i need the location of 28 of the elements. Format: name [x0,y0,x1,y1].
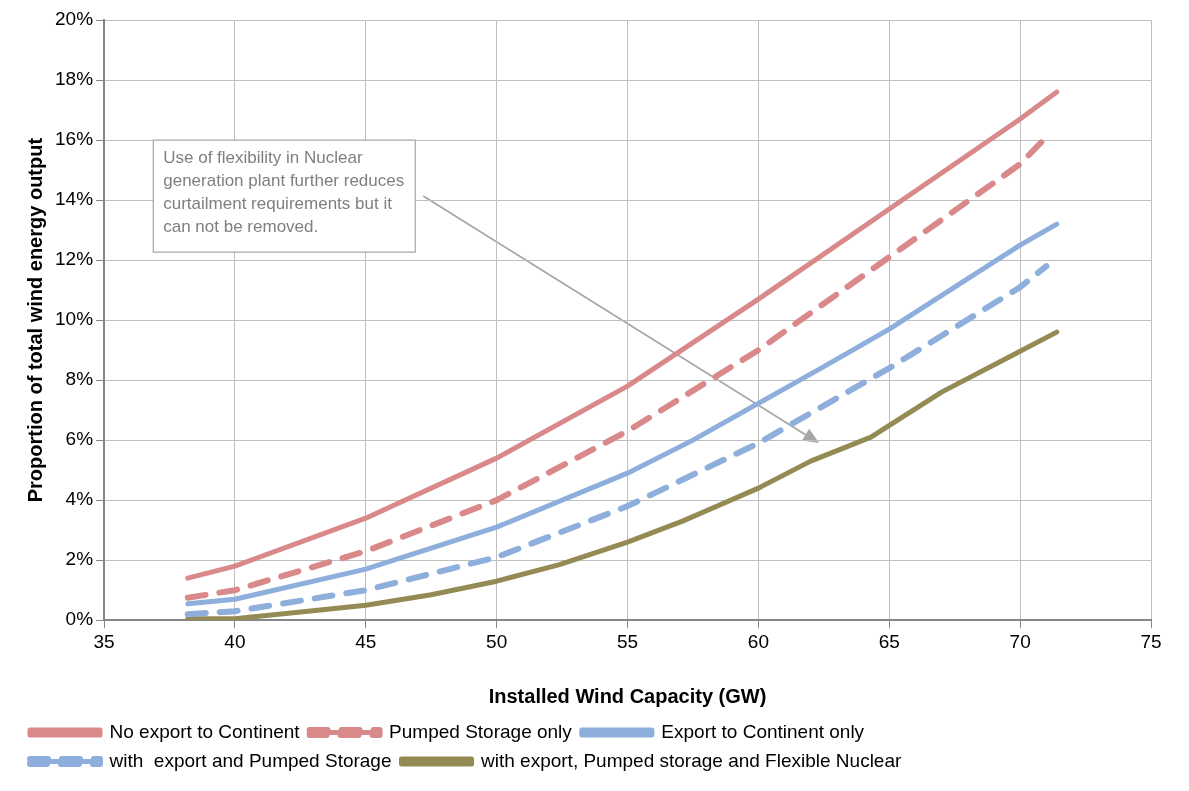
legend-label: with export and Pumped Storage [108,749,392,771]
y-tick-label: 16% [55,128,94,150]
x-tick-label: 70 [1009,630,1031,652]
legend-label: No export to Continent [109,720,301,742]
y-tick-label: 0% [65,608,94,630]
x-axis-title: Installed Wind Capacity (GW) [488,684,767,707]
x-tick-label: 65 [878,630,900,652]
legend-label: Pumped Storage only [389,720,573,742]
x-tick-label: 75 [1140,630,1162,652]
y-tick-label: 18% [55,68,94,90]
y-tick-label: 12% [55,248,94,270]
x-tick-label: 45 [355,630,377,652]
y-tick-label: 20% [55,8,94,30]
y-axis-title: Proportion of total wind energy output [23,137,46,503]
y-tick-label: 8% [65,368,94,390]
legend-label: with export, Pumped storage and Flexible Nuclear [480,749,902,771]
x-tick-label: 40 [224,630,246,652]
y-tick-label: 4% [65,488,94,510]
y-tick-label: 10% [55,308,94,330]
legend-label: Export to Continent only [661,720,865,742]
x-tick-label: 55 [616,630,639,652]
y-tick-label: 14% [55,188,94,210]
annotation: Use of flexibility in Nuclear generation plant further reduces curtailment requirements but it can not be removed. [163,148,405,237]
x-tick-label: 35 [93,630,115,652]
x-tick-label: 50 [486,630,508,652]
y-tick-label: 2% [65,548,94,570]
y-tick-label: 6% [65,428,94,450]
x-tick-label: 60 [747,630,769,652]
